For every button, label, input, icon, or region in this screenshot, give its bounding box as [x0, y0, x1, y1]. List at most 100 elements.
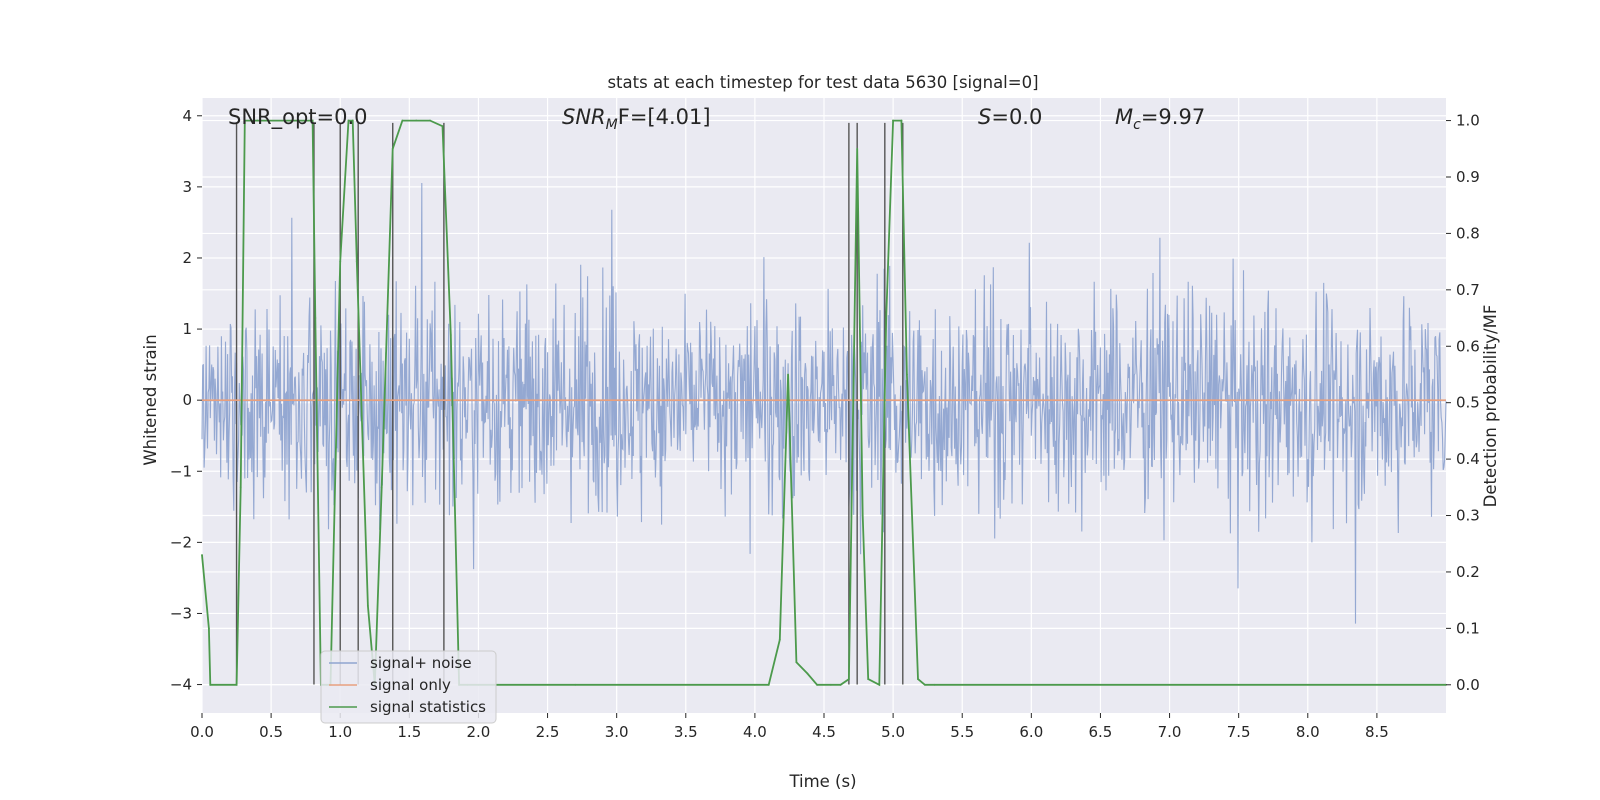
axes: 0.0 0.5 1.0 1.5 2.0 2.5 3.0 3.5 4.0 4.5 5.0 5.5 6.0 6… — [170, 107, 1480, 741]
statistics-point — [339, 260, 342, 263]
x-tick-label: 7.5 — [1227, 723, 1251, 741]
statistics-point — [297, 119, 300, 122]
statistics-point — [208, 627, 210, 630]
annotation-snr-mf-sub: M — [606, 117, 618, 133]
x-tick-label: 1.0 — [328, 723, 352, 741]
y-right-tick-label: 0.6 — [1456, 337, 1480, 355]
statistics-point — [861, 514, 864, 517]
legend: signal+ noise signal only signal statist… — [320, 650, 497, 724]
x-tick-label: 6.0 — [1019, 723, 1043, 741]
legend-label-statistics: signal statistics — [370, 698, 486, 716]
x-tick-label: 4.0 — [743, 723, 767, 741]
statistics-point — [847, 678, 850, 681]
statistics-point — [900, 119, 903, 122]
annotation-snr-mf-rest: F=[4.01] — [618, 105, 711, 129]
y-right-tick-label: 0.4 — [1456, 450, 1480, 468]
x-tick-label: 8.0 — [1296, 723, 1320, 741]
statistics-point — [380, 486, 383, 489]
annotation-mc-rest: =9.97 — [1141, 105, 1205, 129]
annotation-s: S=0.0 — [978, 105, 1042, 129]
statistics-point — [906, 373, 908, 376]
y-right-tick-label: 0.8 — [1456, 224, 1480, 242]
statistics-point — [933, 683, 936, 686]
series-signal-noise — [201, 182, 1447, 624]
y-right-tick-label: 1.0 — [1456, 112, 1480, 130]
annotation-mc: Mc=9.97 — [1115, 105, 1205, 133]
x-tick-label: 2.5 — [536, 723, 560, 741]
statistics-point — [366, 604, 369, 607]
y-right-tick-label: 0.1 — [1456, 619, 1480, 637]
y-tick-label: 0 — [182, 391, 192, 409]
legend-label-noise: signal+ noise — [370, 654, 472, 672]
statistics-point — [209, 683, 212, 686]
annotation-snr-opt: SNR_opt=0.0 — [228, 105, 368, 130]
statistics-point — [753, 683, 756, 686]
statistics-point — [787, 373, 789, 376]
x-tick-label: 1.5 — [397, 723, 421, 741]
statistics-point — [924, 683, 926, 686]
y-right-tick-label: 0.5 — [1456, 394, 1480, 412]
x-tick-label: 3.5 — [674, 723, 698, 741]
statistics-point — [574, 683, 577, 686]
statistics-point — [256, 119, 259, 122]
statistics-point — [867, 678, 870, 681]
statistics-point — [892, 119, 895, 122]
annotation-s-main: S — [978, 105, 991, 129]
y-right-tick-label: 0.2 — [1456, 563, 1480, 581]
y-right-axis-label: Detection probability/MF — [1481, 305, 1500, 508]
statistics-point — [235, 683, 238, 686]
x-tick-label: 6.5 — [1089, 723, 1113, 741]
y-right-tick-label: 0.7 — [1456, 281, 1480, 299]
statistics-point — [351, 119, 354, 122]
statistics-point — [243, 119, 246, 122]
statistics-point — [415, 119, 418, 122]
statistics-point — [816, 683, 818, 686]
x-tick-label: 5.5 — [950, 723, 974, 741]
statistics-point — [917, 678, 919, 681]
statistics-point — [885, 317, 888, 319]
annotation-mc-sub: c — [1133, 117, 1141, 133]
statistics-point — [856, 147, 859, 150]
x-axis-label: Time (s) — [788, 772, 856, 791]
statistics-point — [347, 119, 350, 122]
chart-title: stats at each timestep for test data 563… — [607, 73, 1038, 92]
statistics-point — [314, 317, 317, 319]
statistics-point — [401, 119, 404, 122]
statistics-point — [239, 486, 242, 489]
statistics-point — [449, 334, 452, 336]
statistics-point — [806, 672, 809, 675]
statistics-point — [391, 147, 394, 150]
y-tick-label: −4 — [170, 676, 192, 694]
statistics-point — [778, 638, 781, 641]
statistics-point — [878, 683, 881, 686]
statistics-point — [201, 554, 203, 556]
statistics-point — [830, 683, 832, 686]
y-tick-label: −1 — [170, 462, 192, 480]
x-tick-label: 4.5 — [812, 723, 836, 741]
statistics-point — [355, 260, 358, 263]
x-tick-label: 7.0 — [1158, 723, 1182, 741]
noise-line — [201, 182, 1447, 624]
y-tick-label: 4 — [182, 107, 192, 125]
statistics-point — [429, 119, 431, 122]
x-tick-label: 0.5 — [259, 723, 283, 741]
y-tick-label: 3 — [182, 178, 192, 196]
statistics-point — [284, 119, 286, 122]
statistics-point — [795, 661, 798, 664]
statistics-point — [839, 683, 842, 686]
annotation-snr-mf: SNRMF=[4.01] — [562, 105, 711, 133]
statistics-point — [441, 125, 444, 128]
y-right-tick-label: 0.0 — [1456, 676, 1480, 694]
y-tick-label: −3 — [170, 604, 192, 622]
legend-box — [320, 650, 497, 724]
y-right-tick-label: 0.3 — [1456, 507, 1480, 525]
x-tick-label: 3.0 — [605, 723, 629, 741]
annotation-mc-main: M — [1115, 105, 1133, 129]
y-tick-label: −2 — [170, 533, 192, 551]
x-tick-label: 2.0 — [467, 723, 491, 741]
statistics-point — [311, 119, 314, 122]
y-axis-label: Whitened strain — [141, 334, 160, 465]
y-tick-label: 1 — [182, 320, 192, 338]
annotation-s-rest: =0.0 — [991, 105, 1042, 129]
